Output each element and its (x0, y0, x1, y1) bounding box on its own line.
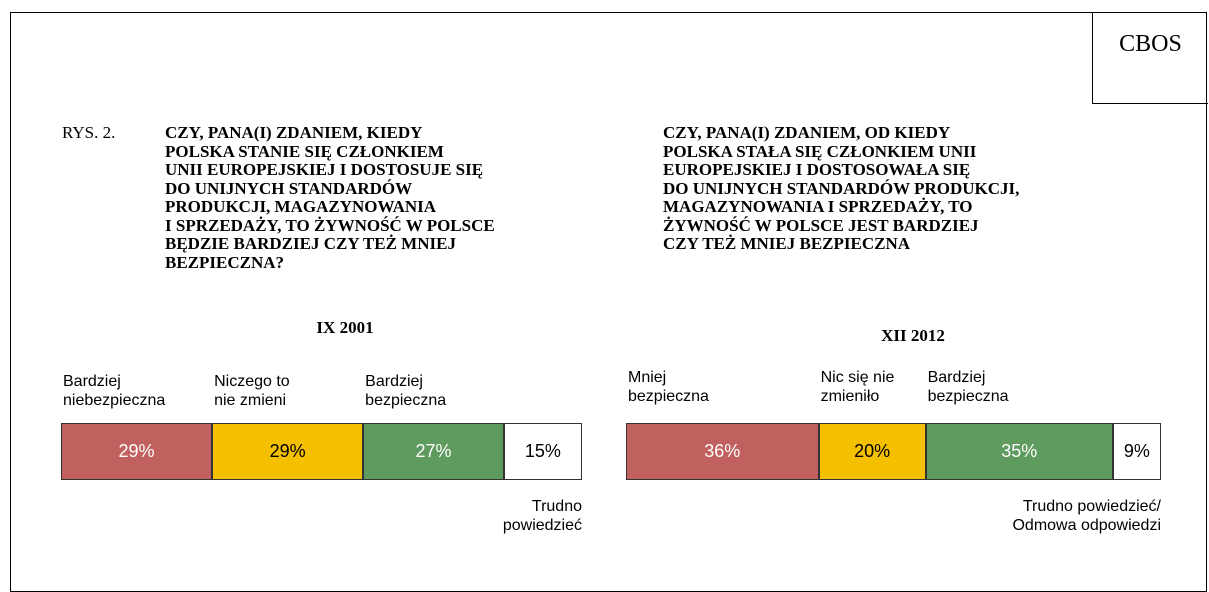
bar-segment: 36% (626, 423, 819, 480)
bar-segment: 27% (363, 423, 504, 480)
chart-title: CZY, PANA(I) ZDANIEM, OD KIEDY POLSKA ST… (663, 123, 1020, 253)
bar-segment: 35% (925, 423, 1113, 480)
brand: CBOS (1092, 12, 1208, 104)
category-label: Bardziej bezpieczna (365, 373, 447, 409)
chart-subtitle: IX 2001 (316, 318, 374, 337)
category-label: Trudno powiedzieć (502, 498, 582, 534)
category-label: Nic się nie zmieniło (820, 369, 895, 405)
bar-segment: 15% (503, 423, 582, 480)
chart-title: CZY, PANA(I) ZDANIEM, KIEDY POLSKA STANI… (165, 123, 495, 272)
bar-segment: 29% (61, 423, 213, 480)
bar-segment: 29% (212, 423, 364, 480)
bar-segment: 9% (1112, 423, 1161, 480)
figure-label: RYS. 2. (62, 123, 116, 142)
category-label: Niczego to nie zmieni (214, 373, 290, 409)
category-label: Trudno powiedzieć/ Odmowa odpowiedzi (1012, 498, 1161, 534)
category-label: Bardziej niebezpieczna (63, 373, 166, 409)
category-label: Mniej bezpieczna (628, 369, 709, 405)
chart-subtitle: XII 2012 (881, 326, 945, 345)
category-label: Bardziej bezpieczna (927, 369, 1009, 405)
bar-segment: 20% (818, 423, 926, 480)
